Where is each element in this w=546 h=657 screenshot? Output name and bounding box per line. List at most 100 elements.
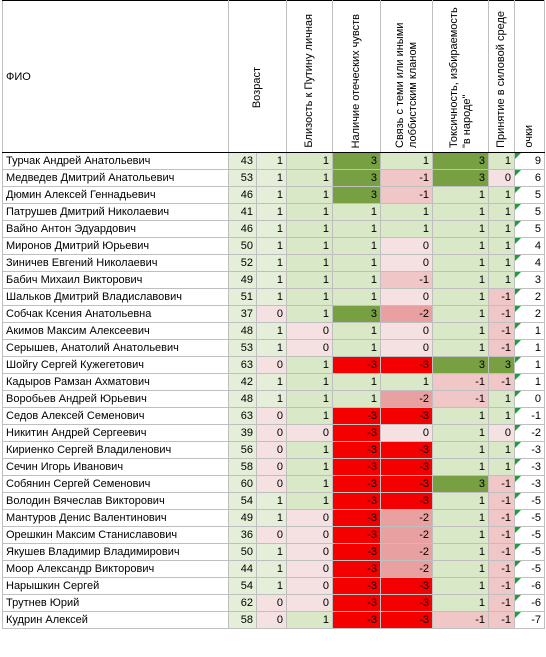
table-row: Орешкин Максим Станиславович 36 0 0 -3 -2 1 -1-… bbox=[2, 526, 545, 544]
value-cell: -3 bbox=[514, 441, 545, 459]
value-cell: -2 bbox=[380, 390, 433, 408]
value-cell: 1 bbox=[256, 254, 287, 272]
value-cell: 1 bbox=[286, 611, 333, 629]
value-cell: -1 bbox=[488, 509, 515, 527]
value-cell: -3 bbox=[332, 407, 381, 425]
value-cell: 0 bbox=[256, 441, 287, 459]
value-cell: -1 bbox=[488, 526, 515, 544]
name-cell: Собчак Ксения Анатольевна bbox=[2, 305, 229, 323]
value-cell: -3 bbox=[380, 475, 433, 493]
value-cell: 63 bbox=[228, 407, 257, 425]
value-cell: 0 bbox=[256, 475, 287, 493]
value-cell: 0 bbox=[256, 458, 287, 476]
header-cell: Связь с теми или иными лоббистским клано… bbox=[380, 0, 433, 153]
value-cell: -1 bbox=[488, 611, 515, 629]
name-cell: Патрушев Дмитрий Николаевич bbox=[2, 203, 229, 221]
value-cell: 0 bbox=[380, 339, 433, 357]
value-cell: -1 bbox=[514, 407, 545, 425]
table-row: Воробьев Андрей Юрьевич 48 1 1 1 -2 -1 1 0 bbox=[2, 390, 545, 408]
value-cell: 0 bbox=[256, 594, 287, 612]
header-cell: Наличие отечеcких чувств bbox=[332, 0, 381, 153]
value-cell: -3 bbox=[380, 594, 433, 612]
value-cell: 1 bbox=[488, 237, 515, 255]
value-cell: -1 bbox=[488, 492, 515, 510]
value-cell: 53 bbox=[228, 169, 257, 187]
value-cell: 1 bbox=[332, 339, 381, 357]
value-cell: 1 bbox=[432, 509, 489, 527]
value-cell: -7 bbox=[514, 611, 545, 629]
value-cell: 1 bbox=[332, 203, 381, 221]
header-text: Наличие отечеcких чувств bbox=[350, 13, 362, 148]
value-cell: 1 bbox=[286, 220, 333, 238]
value-cell: 1 bbox=[332, 271, 381, 289]
name-cell: Якушев Владимир Владимирович bbox=[2, 543, 229, 561]
value-cell: 0 bbox=[380, 254, 433, 272]
value-cell: -1 bbox=[488, 560, 515, 578]
value-cell: 0 bbox=[286, 526, 333, 544]
name-cell: Собянин Сергей Семенович bbox=[2, 475, 229, 493]
header-cell: Токсичность, избираемость "в народе" bbox=[432, 0, 489, 153]
header-cell: Принятие в силовой среде bbox=[488, 0, 515, 153]
value-cell: 1 bbox=[286, 305, 333, 323]
value-cell: -3 bbox=[332, 509, 381, 527]
value-cell: -3 bbox=[380, 458, 433, 476]
value-cell: -3 bbox=[332, 594, 381, 612]
value-cell: 0 bbox=[488, 169, 515, 187]
value-cell: 1 bbox=[256, 152, 287, 170]
value-cell: 2 bbox=[514, 288, 545, 306]
value-cell: 1 bbox=[256, 339, 287, 357]
value-cell: -3 bbox=[332, 492, 381, 510]
value-cell: -3 bbox=[332, 611, 381, 629]
value-cell: 4 bbox=[514, 237, 545, 255]
table-row: Собянин Сергей Семенович 60 0 1 -3 -3 3 -1 -3 bbox=[2, 475, 545, 493]
header-text: Связь с теми или иными лоббистским клано… bbox=[393, 22, 419, 148]
table-body: Турчак Андрей Анатольевич 43 1 1 3 1 3 1 9 Медвед… bbox=[2, 152, 545, 629]
value-cell: -2 bbox=[380, 509, 433, 527]
value-cell: 49 bbox=[228, 509, 257, 527]
name-cell: Шойгу Сергей Кужегетович bbox=[2, 356, 229, 374]
value-cell: 0 bbox=[380, 288, 433, 306]
name-cell: Воробьев Андрей Юрьевич bbox=[2, 390, 229, 408]
value-cell: -5 bbox=[514, 509, 545, 527]
value-cell: 1 bbox=[286, 356, 333, 374]
value-cell: -5 bbox=[514, 492, 545, 510]
value-cell: -2 bbox=[380, 305, 433, 323]
name-cell: Медведев Дмитрий Анатольевич bbox=[2, 169, 229, 187]
ratings-table: ФИО Возраст Близость к Путину личная Наличи… bbox=[2, 0, 545, 629]
table-row: Шальков Дмитрий Владиславович 51 1 1 1 0 1 -1 2 bbox=[2, 288, 545, 306]
value-cell: 1 bbox=[286, 492, 333, 510]
table-row: Володин Вячеслав Викторович 54 1 1 -3 -3 1 -1 -5 bbox=[2, 492, 545, 510]
value-cell: 1 bbox=[286, 407, 333, 425]
header-cell: ФИО bbox=[2, 0, 229, 153]
value-cell: 1 bbox=[380, 203, 433, 221]
table-row: Кадыров Рамзан Ахматович 42 1 1 1 1 -1 -1 1 bbox=[2, 373, 545, 391]
name-cell: Трутнев Юрий bbox=[2, 594, 229, 612]
value-cell: 1 bbox=[488, 458, 515, 476]
value-cell: 1 bbox=[432, 594, 489, 612]
value-cell: 1 bbox=[332, 288, 381, 306]
value-cell: 0 bbox=[380, 237, 433, 255]
value-cell: 0 bbox=[256, 305, 287, 323]
value-cell: 1 bbox=[432, 305, 489, 323]
table-row: Кириенко Сергей Владиленович 56 0 1 -3 -3 1 1 -3 bbox=[2, 441, 545, 459]
value-cell: 1 bbox=[256, 220, 287, 238]
value-cell: -1 bbox=[488, 339, 515, 357]
value-cell: 0 bbox=[286, 560, 333, 578]
value-cell: 41 bbox=[228, 203, 257, 221]
table-row: Турчак Андрей Анатольевич 43 1 1 3 1 3 1 9 bbox=[2, 152, 545, 170]
value-cell: 1 bbox=[488, 220, 515, 238]
value-cell: 1 bbox=[380, 220, 433, 238]
value-cell: 1 bbox=[286, 288, 333, 306]
name-cell: Серышев, Анатолий Анатольевич bbox=[2, 339, 229, 357]
name-cell: Кадыров Рамзан Ахматович bbox=[2, 373, 229, 391]
value-cell: 2 bbox=[514, 305, 545, 323]
value-cell: -3 bbox=[332, 424, 381, 442]
value-cell: 3 bbox=[332, 305, 381, 323]
value-cell: 3 bbox=[432, 356, 489, 374]
table-row: Дюмин Алексей Геннадьевич 46 1 1 3 -1 1 1 5 bbox=[2, 186, 545, 204]
value-cell: 0 bbox=[286, 577, 333, 595]
value-cell: 0 bbox=[514, 390, 545, 408]
value-cell: 1 bbox=[256, 373, 287, 391]
value-cell: 3 bbox=[432, 169, 489, 187]
name-cell: Сечин Игорь Иванович bbox=[2, 458, 229, 476]
